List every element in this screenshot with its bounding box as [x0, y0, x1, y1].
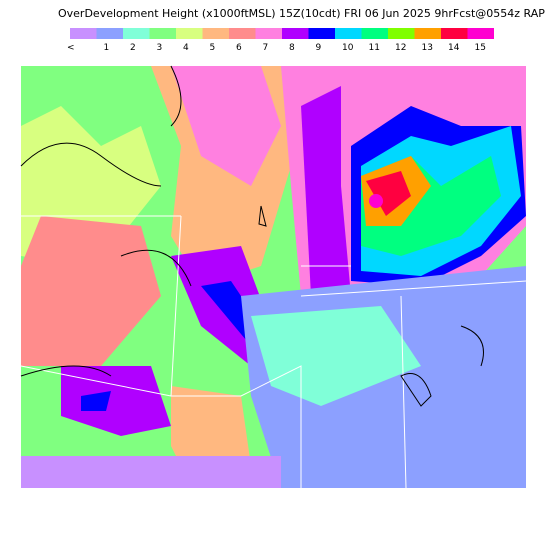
map-title: OverDevelopment Height (x1000ftMSL) 15Z(… — [58, 7, 545, 20]
legend-swatch — [255, 28, 282, 39]
legend-swatch — [388, 28, 415, 39]
legend-label: 5 — [210, 43, 216, 53]
legend-swatch — [467, 28, 494, 39]
legend-label: 8 — [289, 43, 295, 53]
legend-label: 7 — [263, 43, 269, 53]
legend-swatch — [335, 28, 362, 39]
legend-label: 9 — [316, 43, 322, 53]
legend-swatch — [70, 28, 97, 39]
legend-label: 14 — [448, 43, 460, 53]
legend: <1 2 3 4 5 6 7 8 9 10 11 12 13 14 15 — [67, 28, 494, 53]
legend-label: 1 — [104, 43, 110, 53]
legend-swatch — [361, 28, 388, 39]
legend-label: 4 — [183, 43, 189, 53]
legend-swatch — [176, 28, 203, 39]
legend-swatch — [229, 28, 256, 39]
legend-swatch — [149, 28, 176, 39]
legend-swatch — [414, 28, 441, 39]
legend-label: 15 — [475, 43, 486, 53]
legend-label: < — [67, 43, 75, 53]
legend-label: 12 — [395, 43, 406, 53]
legend-swatch — [202, 28, 229, 39]
map-field — [20, 65, 527, 489]
legend-swatch — [96, 28, 123, 39]
legend-label: 3 — [157, 43, 163, 53]
legend-swatch — [441, 28, 468, 39]
legend-swatch — [123, 28, 150, 39]
legend-label: 6 — [236, 43, 242, 53]
legend-label: 13 — [422, 43, 433, 53]
legend-label: 10 — [342, 43, 354, 53]
legend-label: 11 — [369, 43, 380, 53]
legend-swatch — [308, 28, 335, 39]
legend-label: 2 — [130, 43, 136, 53]
legend-swatch — [282, 28, 309, 39]
